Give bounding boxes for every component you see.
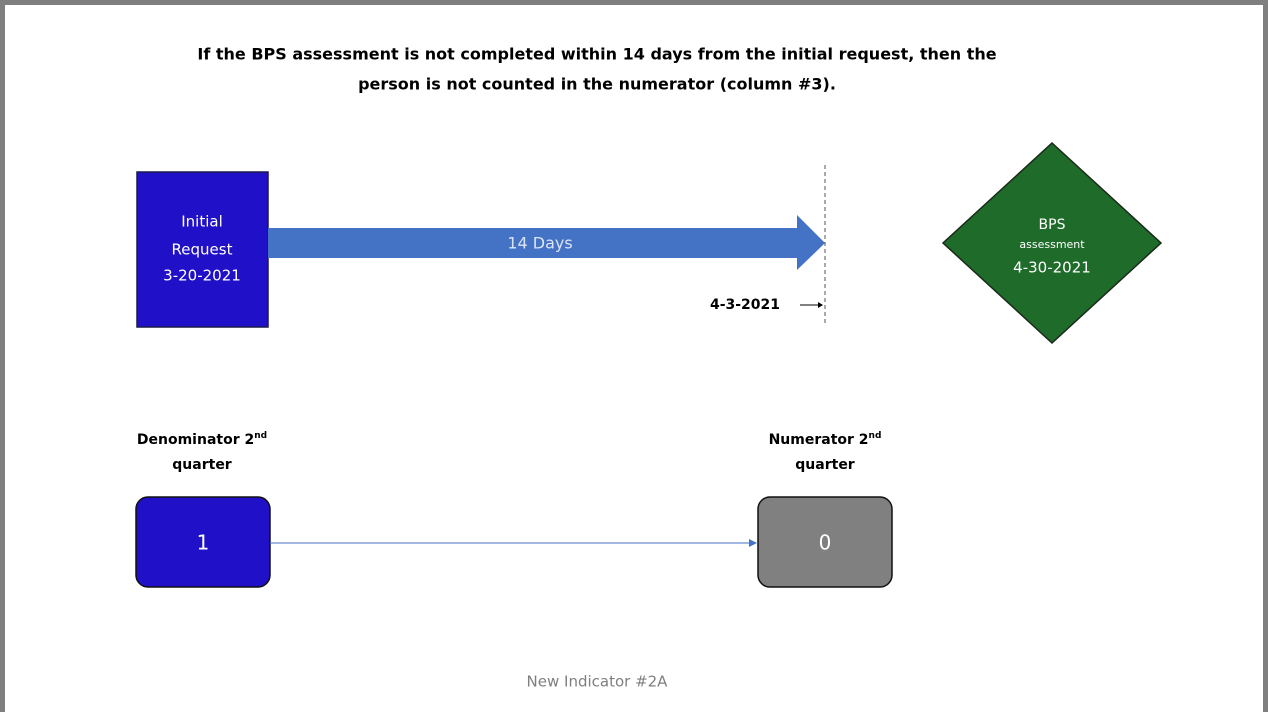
initial-request-box [136,171,269,328]
bps-diamond [941,141,1163,345]
bps-text: BPS [1039,217,1066,233]
numerator-label: Numerator 2nd [769,431,882,449]
superscript: nd [869,431,882,441]
superscript: nd [254,431,267,441]
connector-head [749,539,757,547]
numerator-label: quarter [795,457,855,473]
initial-request-text: 3-20-2021 [163,267,241,285]
title-line: If the BPS assessment is not completed w… [197,45,996,64]
denominator-label: Denominator 2nd [137,431,267,449]
interval-arrow [268,215,825,270]
footer: New Indicator #2A [527,673,669,691]
bps-text: assessment [1019,238,1085,251]
deadline-pointer-head [818,302,823,308]
deadline-label: 4-3-2021 [710,297,780,313]
numerator-box [757,496,893,588]
numerator-value: 0 [819,531,832,555]
label: Denominator 2 [137,432,254,448]
denominator-value: 1 [197,531,210,555]
bps-text: 4-30-2021 [1013,259,1091,277]
interval-label: 14 Days [507,234,572,253]
initial-request-text: Initial [181,213,223,231]
initial-request-text: Request [172,241,233,259]
label: Numerator 2 [769,432,869,448]
denominator-label: quarter [172,457,232,473]
title-line: person is not counted in the numerator (… [358,75,836,94]
denominator-box [135,496,271,588]
